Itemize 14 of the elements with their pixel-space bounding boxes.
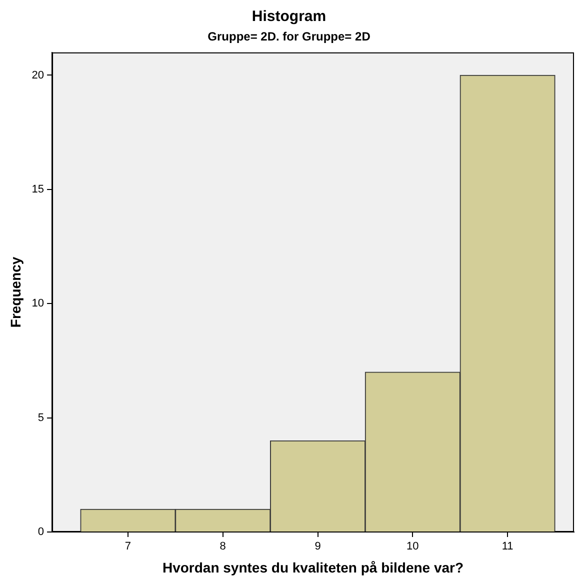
chart-subtitle: Gruppe= 2D. for Gruppe= 2D	[208, 30, 371, 44]
y-tick-label: 20	[32, 69, 44, 82]
y-tick-label: 5	[38, 412, 44, 424]
chart-title: Histogram	[252, 8, 326, 26]
x-tick-label: 9	[314, 540, 321, 553]
y-tick-label: 10	[32, 298, 44, 310]
y-axis-title: Frequency	[7, 256, 24, 328]
y-tick-label: 0	[38, 526, 44, 538]
x-tick-label: 11	[502, 540, 514, 553]
x-tick-label: 10	[406, 540, 419, 553]
x-tick-label: 8	[220, 540, 226, 553]
x-tick-label: 7	[124, 540, 132, 553]
x-axis-title: Hvordan syntes du kvaliteten på bildene var?	[162, 559, 464, 576]
y-tick-label: 15	[32, 183, 44, 196]
